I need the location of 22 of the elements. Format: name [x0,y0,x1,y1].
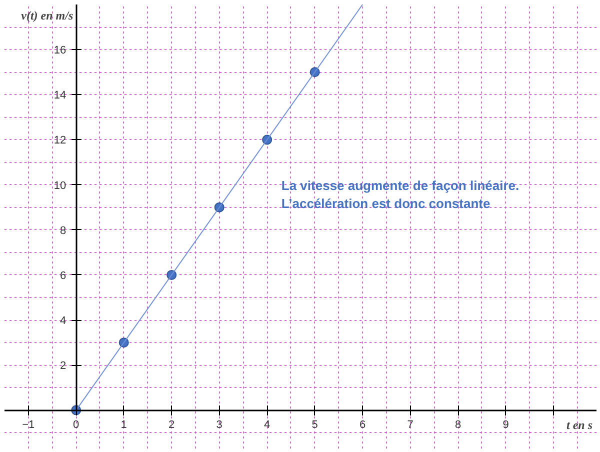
x-tick-label: 5 [312,419,318,432]
y-tick-label: 16 [54,44,66,57]
y-tick-label: 2 [60,360,66,372]
y-tick-label: 10 [54,180,66,192]
y-tick-label: 6 [60,270,66,282]
x-tick-label: 0 [73,419,80,432]
y-tick-label: 4 [60,315,66,328]
x-tick-label: 7 [407,419,414,432]
x-tick-label: 9 [502,419,509,432]
y-axis-title: v(t) en m/s [21,8,74,22]
x-tick-label: −1 [22,419,35,432]
x-tick-label: 6 [360,419,366,432]
x-tick-label: 4 [264,419,270,432]
x-tick-label: 3 [216,419,222,432]
y-tick-label: 12 [54,134,66,147]
x-tick-label: 2 [168,419,175,432]
x-tick-label: 8 [454,419,462,432]
x-tick-label: 1 [120,419,127,432]
annotation: La vitesse augmente de façon linéaire. L’accélération est donc constante [281,178,520,212]
y-tick-label: 14 [54,90,66,102]
y-tick-label: 8 [60,224,66,237]
x-axis-title: t en s [566,418,593,432]
